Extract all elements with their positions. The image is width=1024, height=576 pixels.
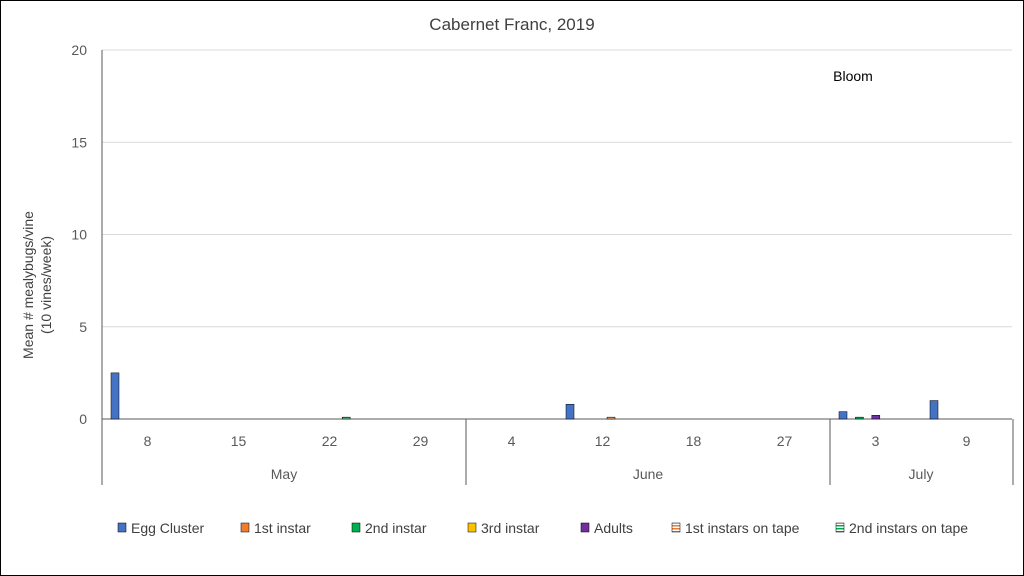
- legend-label: 2nd instar: [365, 520, 427, 536]
- legend: Egg Cluster 1st instar 2nd instar 3rd insta…: [117, 520, 968, 536]
- bar: [110, 372, 120, 420]
- bar: [855, 416, 864, 420]
- x-tick-labels: 8 15 22 29 4 12 18 27 3 9: [144, 433, 971, 449]
- y-axis-title: Mean # mealybugs/vine (10 vines/week): [20, 211, 54, 359]
- legend-label: 1st instars on tape: [685, 520, 800, 536]
- x-tick-label: 12: [595, 433, 611, 449]
- bar: [341, 416, 351, 420]
- legend-label: 1st instar: [254, 520, 311, 536]
- gridlines: [102, 49, 1012, 328]
- y-tick-label: 0: [79, 411, 87, 427]
- legend-label: 3rd instar: [481, 520, 540, 536]
- month-label: May: [271, 466, 297, 482]
- legend-swatch: [835, 522, 845, 533]
- x-tick-label: 29: [413, 433, 429, 449]
- x-tick-label: 18: [686, 433, 702, 449]
- bar: [565, 403, 575, 420]
- legend-swatch: [467, 522, 477, 533]
- x-tick-label: 15: [231, 433, 247, 449]
- month-labels: May June July: [271, 466, 934, 482]
- bar: [838, 411, 848, 420]
- x-tick-label: 3: [872, 433, 880, 449]
- bars: [110, 372, 939, 420]
- month-label: June: [633, 466, 664, 482]
- legend-label: 2nd instars on tape: [849, 520, 968, 536]
- legend-swatch: [117, 522, 127, 533]
- legend-swatch: [240, 522, 250, 533]
- bar: [606, 416, 616, 420]
- x-tick-label: 9: [963, 433, 971, 449]
- y-tick-label: 10: [71, 227, 87, 243]
- bloom-annotation: Bloom: [833, 68, 873, 84]
- x-tick-label: 22: [322, 433, 338, 449]
- y-tick-label: 15: [71, 134, 87, 150]
- y-tick-label: 20: [71, 42, 87, 58]
- y-tick-label: 5: [79, 319, 87, 335]
- legend-swatch: [351, 522, 361, 533]
- bar: [871, 415, 881, 420]
- legend-label: Adults: [594, 520, 633, 536]
- x-tick-label: 4: [508, 433, 516, 449]
- legend-swatch: [671, 522, 681, 533]
- bar: [929, 400, 939, 420]
- y-axis-title-line1: Mean # mealybugs/vine: [20, 211, 36, 359]
- y-axis-title-line2: (10 vines/week): [38, 236, 54, 334]
- month-label: July: [909, 466, 934, 482]
- x-tick-label: 27: [777, 433, 793, 449]
- y-tick-labels: 0 5 10 15 20: [71, 42, 87, 427]
- legend-label: Egg Cluster: [131, 520, 204, 536]
- x-tick-label: 8: [144, 433, 152, 449]
- legend-swatch: [580, 522, 590, 533]
- chart-title: Cabernet Franc, 2019: [429, 15, 594, 34]
- axes: [101, 50, 1014, 485]
